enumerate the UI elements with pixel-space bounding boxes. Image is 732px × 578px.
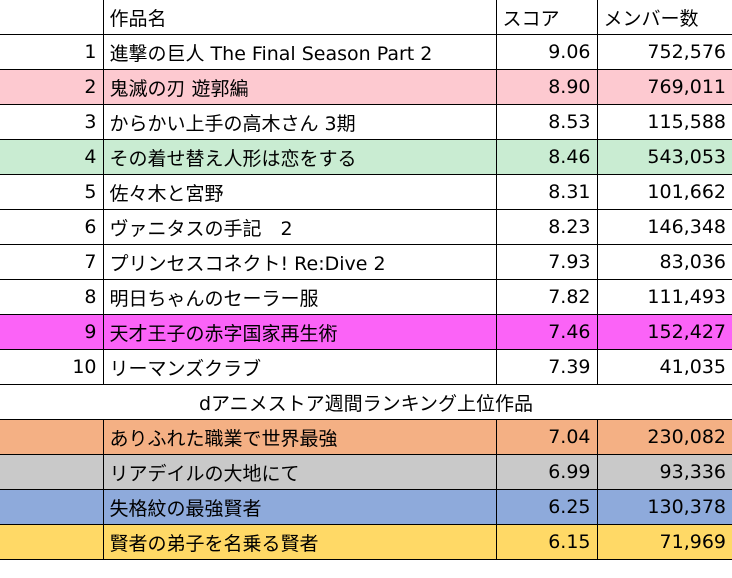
table-cell: 賢者の弟子を名乗る賢者 xyxy=(102,524,497,560)
table-row: リアデイルの大地にて 6.99 93,336 xyxy=(0,454,732,490)
table-cell xyxy=(0,454,104,490)
table-cell: 130,378 xyxy=(596,489,732,525)
table-cell: dアニメストア週間ランキング上位作品 xyxy=(0,384,732,420)
table-cell: 152,427 xyxy=(596,314,732,350)
table-cell: からかい上手の高木さん 3期 xyxy=(102,104,497,140)
table-cell: 5 xyxy=(0,174,104,210)
table-cell: 7.04 xyxy=(495,419,598,455)
table-cell: 6.15 xyxy=(495,524,598,560)
table-cell: 752,576 xyxy=(596,34,732,70)
table-cell: 6.99 xyxy=(495,454,598,490)
table-cell: 6.25 xyxy=(495,489,598,525)
table-cell: リーマンズクラブ xyxy=(102,349,497,385)
table-cell: 10 xyxy=(0,349,104,385)
table-row: 3 からかい上手の高木さん 3期 8.53 115,588 xyxy=(0,104,732,140)
table-cell: 4 xyxy=(0,139,104,175)
table-cell: 7.46 xyxy=(495,314,598,350)
table-cell: 8.23 xyxy=(495,209,598,245)
table-cell: 9.06 xyxy=(495,34,598,70)
table-cell: リアデイルの大地にて xyxy=(102,454,497,490)
table-cell: 8.90 xyxy=(495,69,598,105)
table-row: 4 その着せ替え人形は恋をする 8.46 543,053 xyxy=(0,139,732,175)
table-cell: 天才王子の赤字国家再生術 xyxy=(102,314,497,350)
table-row: ありふれた職業で世界最強 7.04 230,082 xyxy=(0,419,732,455)
table-row: 失格紋の最強賢者 6.25 130,378 xyxy=(0,489,732,525)
table-cell: 769,011 xyxy=(596,69,732,105)
table-row: 5 佐々木と宮野 8.31 101,662 xyxy=(0,174,732,210)
table-cell: ヴァニタスの手記 2 xyxy=(102,209,497,245)
table-cell: 進撃の巨人 The Final Season Part 2 xyxy=(102,34,497,70)
table-cell xyxy=(0,489,104,525)
table-cell: 111,493 xyxy=(596,279,732,315)
header-cell: スコア xyxy=(495,0,598,35)
table-cell: 佐々木と宮野 xyxy=(102,174,497,210)
table-cell: 71,969 xyxy=(596,524,732,560)
ranking-table: 作品名 スコア メンバー数 1 進撃の巨人 The Final Season Pa… xyxy=(0,0,732,560)
table-row: 10 リーマンズクラブ 7.39 41,035 xyxy=(0,349,732,385)
table-cell: プリンセスコネクト! Re:Dive 2 xyxy=(102,244,497,280)
table-row: 賢者の弟子を名乗る賢者 6.15 71,969 xyxy=(0,524,732,560)
table-cell: その着せ替え人形は恋をする xyxy=(102,139,497,175)
header-blank xyxy=(0,0,104,35)
table-cell: 7.93 xyxy=(495,244,598,280)
table-row: 8 明日ちゃんのセーラー服 7.82 111,493 xyxy=(0,279,732,315)
table-cell: 146,348 xyxy=(596,209,732,245)
table-cell: 1 xyxy=(0,34,104,70)
table-row: 9 天才王子の赤字国家再生術 7.46 152,427 xyxy=(0,314,732,350)
table-row: 6 ヴァニタスの手記 2 8.23 146,348 xyxy=(0,209,732,245)
table-cell: 鬼滅の刃 遊郭編 xyxy=(102,69,497,105)
table-cell: 3 xyxy=(0,104,104,140)
table-cell: 7.82 xyxy=(495,279,598,315)
table-cell: 2 xyxy=(0,69,104,105)
table-cell: 7.39 xyxy=(495,349,598,385)
table-cell: ありふれた職業で世界最強 xyxy=(102,419,497,455)
table-cell: 7 xyxy=(0,244,104,280)
table-cell: 101,662 xyxy=(596,174,732,210)
table-row: 1 進撃の巨人 The Final Season Part 2 9.06 752,57… xyxy=(0,34,732,70)
table-cell: 115,588 xyxy=(596,104,732,140)
table-cell xyxy=(0,524,104,560)
header-row: 作品名 スコア メンバー数 xyxy=(0,0,732,35)
table-cell: 230,082 xyxy=(596,419,732,455)
table-cell: 543,053 xyxy=(596,139,732,175)
table-row: 7 プリンセスコネクト! Re:Dive 2 7.93 83,036 xyxy=(0,244,732,280)
table-cell: 93,336 xyxy=(596,454,732,490)
table-cell: 83,036 xyxy=(596,244,732,280)
table-row: dアニメストア週間ランキング上位作品 xyxy=(0,384,732,420)
table-cell: 8.53 xyxy=(495,104,598,140)
table-cell: 6 xyxy=(0,209,104,245)
table-cell: 8.31 xyxy=(495,174,598,210)
table-cell: 41,035 xyxy=(596,349,732,385)
table-row: 2 鬼滅の刃 遊郭編 8.90 769,011 xyxy=(0,69,732,105)
table-body: 作品名 スコア メンバー数 1 進撃の巨人 The Final Season Pa… xyxy=(0,0,732,560)
table-cell xyxy=(0,419,104,455)
table-cell: 8.46 xyxy=(495,139,598,175)
table-cell: 9 xyxy=(0,314,104,350)
table-cell: 失格紋の最強賢者 xyxy=(102,489,497,525)
table-cell: 明日ちゃんのセーラー服 xyxy=(102,279,497,315)
header-cell: 作品名 xyxy=(102,0,497,35)
table-cell: 8 xyxy=(0,279,104,315)
header-cell: メンバー数 xyxy=(596,0,732,35)
